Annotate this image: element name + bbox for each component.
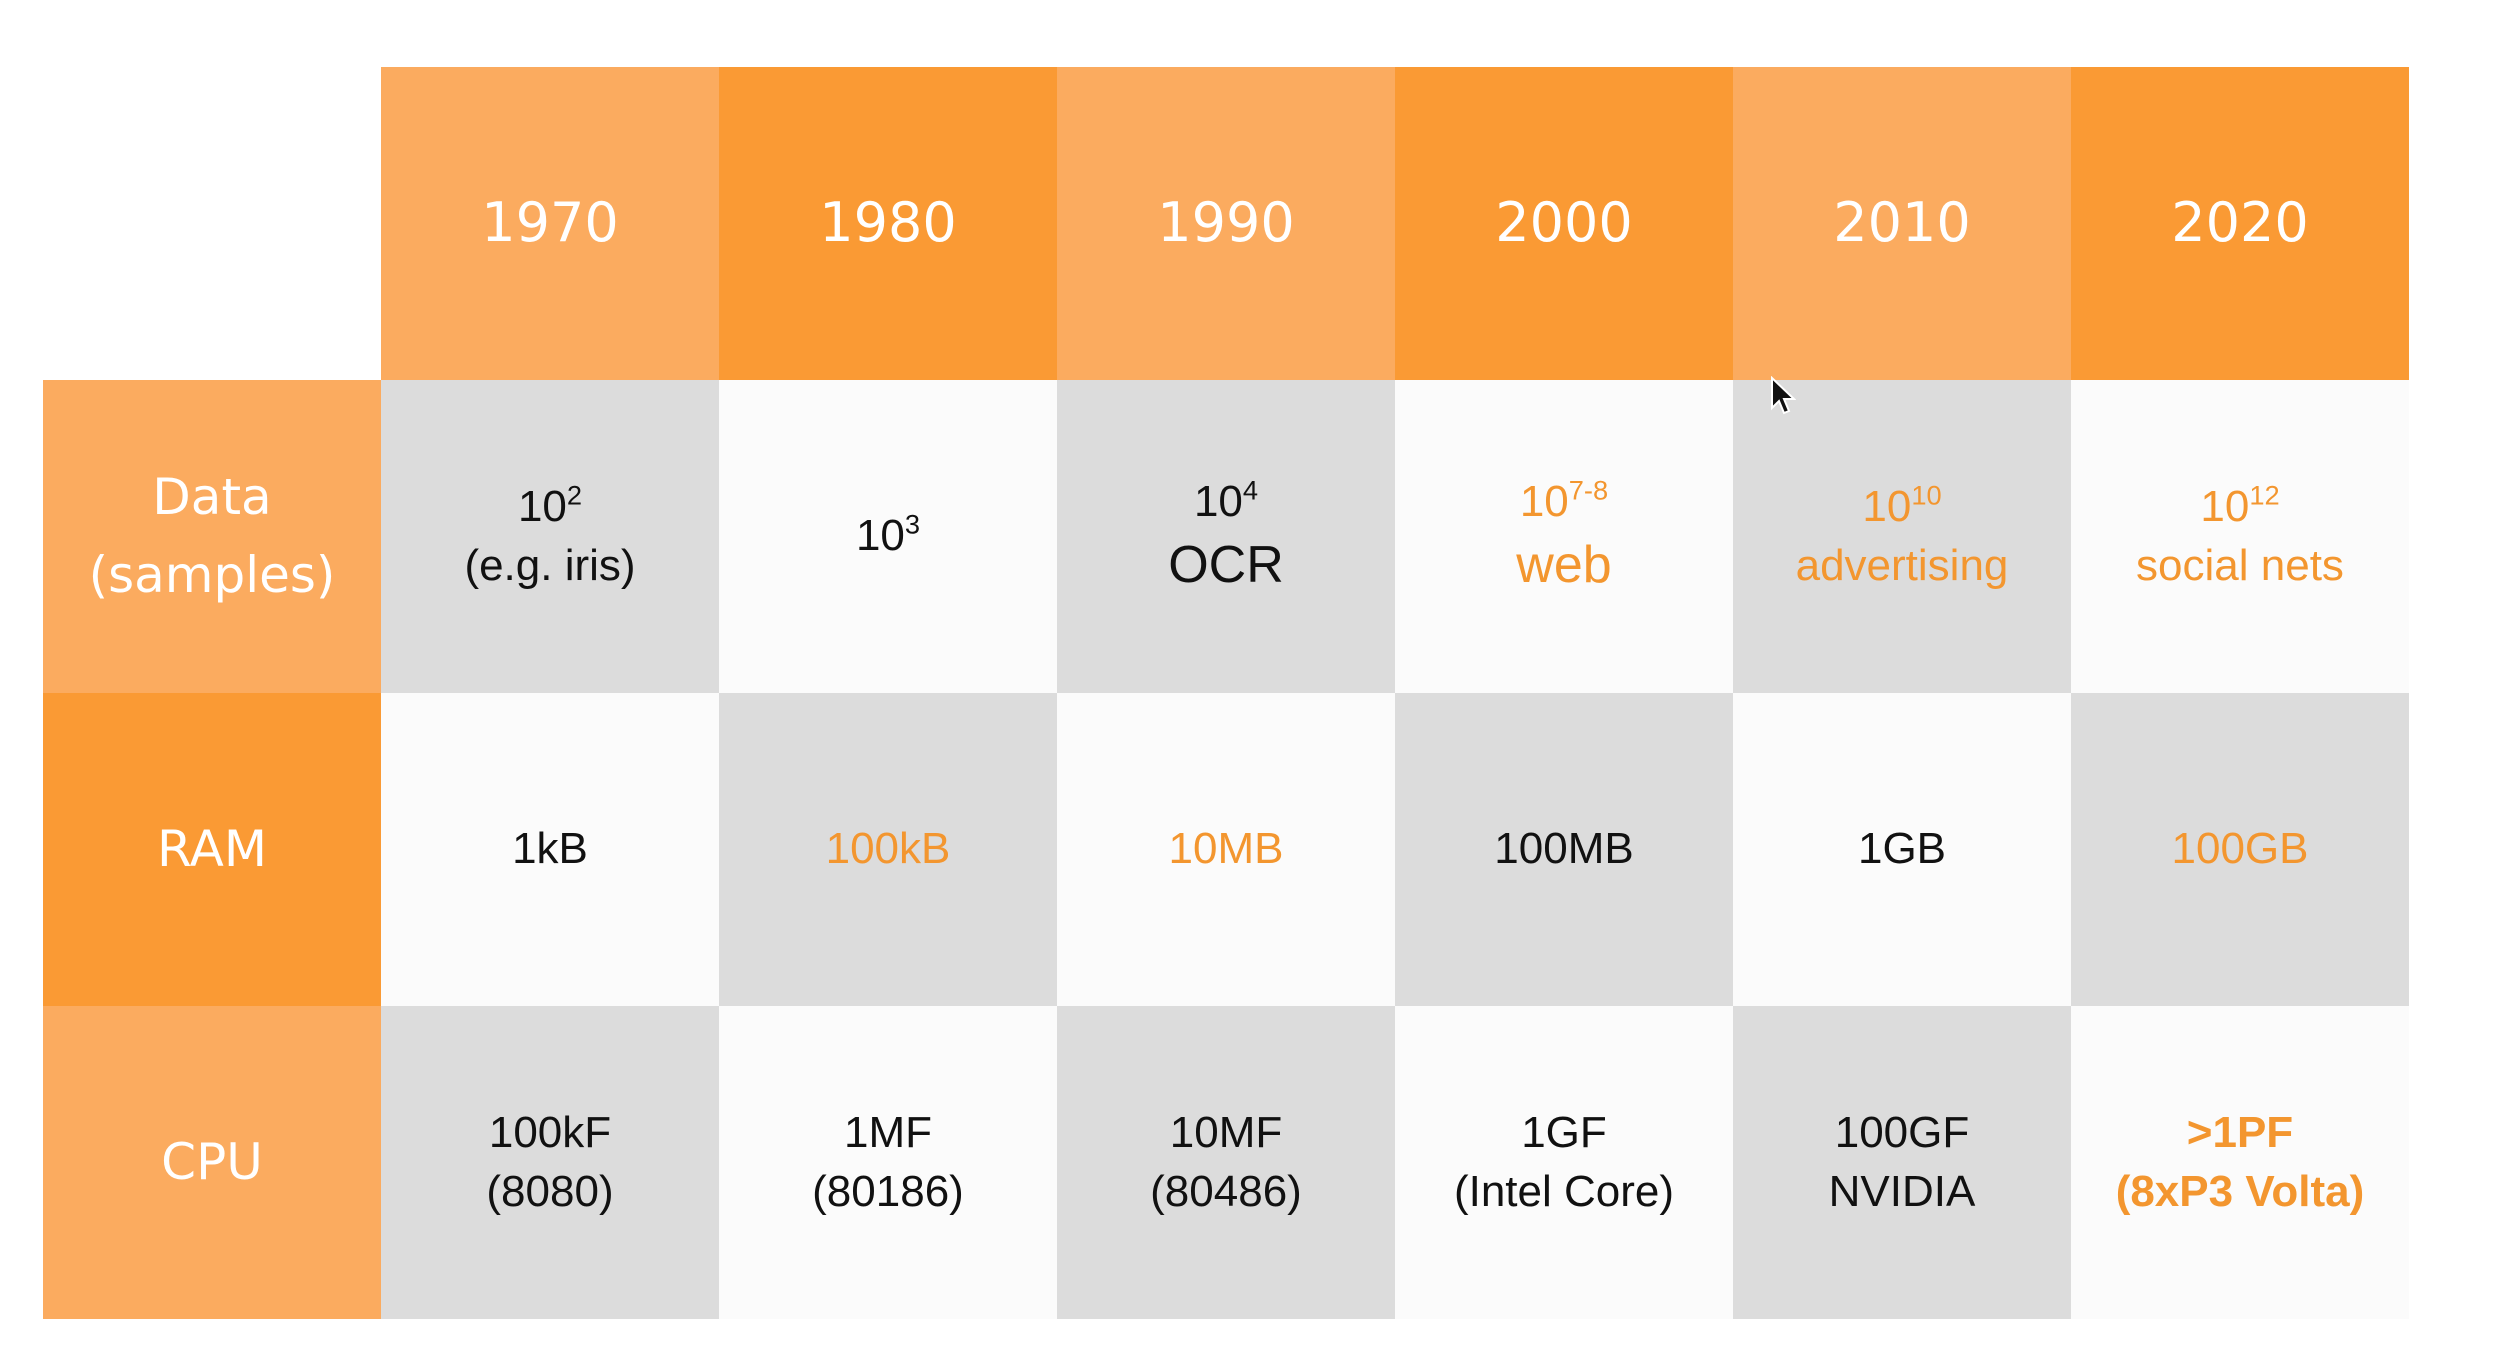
- data-base: 10: [517, 482, 567, 532]
- data-cell-1980: 103: [719, 380, 1057, 693]
- corner-blank: [43, 67, 381, 380]
- data-example: OCR: [1168, 536, 1284, 595]
- row-header-ram: RAM: [43, 693, 381, 1006]
- data-example: advertising: [1795, 540, 2009, 590]
- data-cell-2000: 107-8 web: [1395, 380, 1733, 693]
- data-base: 10: [1862, 482, 1912, 532]
- ram-cell-1970: 1kB: [381, 693, 719, 1006]
- data-exponent: 7-8: [1568, 474, 1609, 506]
- cpu-chip: (8080): [486, 1166, 614, 1216]
- data-cell-2020: 1012 social nets: [2071, 380, 2409, 693]
- data-exponent: 10: [1911, 480, 1942, 512]
- comparison-table: 1970 1980 1990 2000 2010 2020 Data (samp…: [43, 67, 2409, 1319]
- row-header-data-line2: (samples): [88, 545, 336, 604]
- cpu-flops: >1PF: [2186, 1108, 2294, 1158]
- data-exponent: 3: [904, 509, 921, 541]
- cpu-flops: 1GF: [1521, 1108, 1607, 1158]
- ram-cell-2020: 100GB: [2071, 693, 2409, 1006]
- cpu-chip: (Intel Core): [1453, 1166, 1675, 1216]
- data-example: social nets: [2136, 540, 2344, 590]
- cpu-chip: NVIDIA: [1828, 1166, 1976, 1216]
- mouse-pointer-icon: [1770, 375, 1797, 421]
- year-header-2000: 2000: [1395, 67, 1733, 380]
- cpu-cell-1990: 10MF (80486): [1057, 1006, 1395, 1319]
- data-base: 10: [2200, 482, 2250, 532]
- row-header-cpu: CPU: [43, 1006, 381, 1319]
- data-exponent: 12: [2249, 480, 2280, 512]
- cpu-flops: 100GF: [1834, 1108, 1970, 1158]
- year-header-1970: 1970: [381, 67, 719, 380]
- data-cell-2010: 1010 advertising: [1733, 380, 2071, 693]
- cpu-chip: (80486): [1150, 1166, 1302, 1216]
- ram-cell-2000: 100MB: [1395, 693, 1733, 1006]
- cpu-chip: (8xP3 Volta): [2115, 1166, 2365, 1216]
- data-base: 10: [1519, 477, 1569, 527]
- data-cell-1970: 102 (e.g. iris): [381, 380, 719, 693]
- row-header-data: Data (samples): [43, 380, 381, 693]
- cpu-flops: 1MF: [844, 1108, 932, 1158]
- cpu-flops: 10MF: [1169, 1108, 1283, 1158]
- cpu-cell-1980: 1MF (80186): [719, 1006, 1057, 1319]
- cpu-chip: (80186): [812, 1166, 964, 1216]
- cpu-cell-1970: 100kF (8080): [381, 1006, 719, 1319]
- cpu-flops: 100kF: [488, 1108, 612, 1158]
- year-header-1990: 1990: [1057, 67, 1395, 380]
- ram-cell-2010: 1GB: [1733, 693, 2071, 1006]
- data-example: web: [1516, 536, 1612, 595]
- ram-cell-1990: 10MB: [1057, 693, 1395, 1006]
- year-header-2010: 2010: [1733, 67, 2071, 380]
- year-header-2020: 2020: [2071, 67, 2409, 380]
- data-base: 10: [1193, 477, 1243, 527]
- data-example: (e.g. iris): [464, 540, 636, 590]
- data-exponent: 4: [1242, 474, 1259, 506]
- row-header-data-line1: Data: [152, 468, 272, 526]
- ram-cell-1980: 100kB: [719, 693, 1057, 1006]
- cpu-cell-2010: 100GF NVIDIA: [1733, 1006, 2071, 1319]
- cpu-cell-2000: 1GF (Intel Core): [1395, 1006, 1733, 1319]
- data-base: 10: [855, 511, 905, 561]
- data-exponent: 2: [566, 480, 583, 512]
- data-cell-1990: 104 OCR: [1057, 380, 1395, 693]
- year-header-1980: 1980: [719, 67, 1057, 380]
- cpu-cell-2020: >1PF (8xP3 Volta): [2071, 1006, 2409, 1319]
